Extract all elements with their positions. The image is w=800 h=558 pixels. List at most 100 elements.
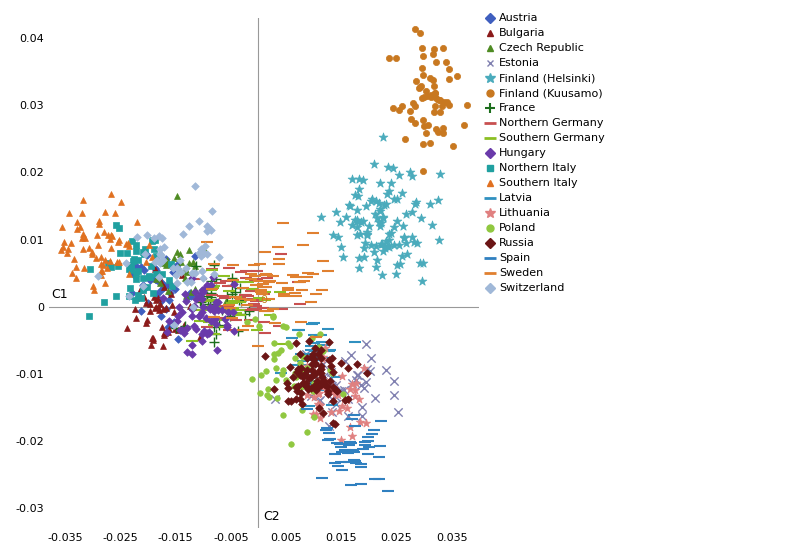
Point [186,274,198,283]
Point [182,258,195,267]
Point [387,163,400,172]
Point [98,297,110,306]
Point [424,74,437,83]
Point [143,276,156,285]
Point [390,270,402,278]
Point [324,362,337,371]
Point [58,237,70,246]
Point [98,228,111,237]
Point [354,230,366,239]
Point [314,373,326,382]
Point [275,305,288,314]
Point [184,302,197,311]
Point [370,262,382,271]
Point [267,350,280,359]
Point [134,262,147,271]
Point [359,418,372,427]
Point [128,304,141,313]
Point [210,330,222,339]
Point [209,275,222,283]
Point [258,296,271,305]
Point [226,307,239,316]
Point [259,352,272,360]
Point [315,213,328,222]
Point [149,304,162,312]
Point [282,339,294,348]
Point [331,391,344,400]
Point [293,330,306,339]
Point [415,94,428,103]
Point [344,201,357,210]
Point [358,383,370,392]
Point [320,385,333,394]
Point [262,393,275,402]
Point [218,305,231,314]
Point [150,270,162,278]
Point [266,272,279,281]
Point [300,378,313,387]
Point [219,277,232,286]
Point [346,380,358,389]
Point [143,272,156,281]
Point [357,217,370,225]
Point [302,337,315,346]
Point [195,288,208,297]
Point [166,301,178,310]
Point [204,225,217,234]
Point [273,287,286,296]
Point [380,199,393,208]
Point [150,303,162,312]
Point [308,379,321,388]
Point [154,295,166,304]
Point [349,421,362,430]
Point [110,292,122,301]
Point [201,281,214,290]
Point [55,223,68,232]
Point [382,162,395,171]
Point [197,274,210,283]
Point [261,274,274,283]
Point [234,277,246,286]
Point [94,253,107,262]
Point [347,411,360,420]
Point [207,281,220,290]
Point [206,264,218,273]
Point [246,287,258,296]
Point [275,345,288,354]
Point [214,314,227,323]
Point [362,442,375,451]
Point [367,160,380,169]
Point [206,301,219,310]
Point [272,321,285,330]
Point [189,287,202,296]
Point [353,263,366,272]
Point [314,369,327,378]
Point [197,288,210,297]
Point [130,268,142,277]
Point [170,264,183,273]
Point [222,325,235,334]
Point [311,400,324,408]
Point [359,377,372,386]
Point [300,273,313,282]
Point [314,330,326,339]
Point [349,456,362,465]
Point [417,140,430,148]
Point [393,259,406,268]
Point [219,314,232,323]
Point [387,377,400,386]
Point [390,53,402,62]
Point [147,292,160,301]
Point [201,317,214,326]
Point [342,449,354,458]
Point [301,365,314,374]
Point [227,260,240,269]
Point [296,369,309,378]
Point [344,481,357,490]
Point [267,354,280,363]
Point [375,271,388,280]
Point [162,322,174,331]
Point [263,311,276,320]
Point [326,401,338,410]
Point [194,251,207,260]
